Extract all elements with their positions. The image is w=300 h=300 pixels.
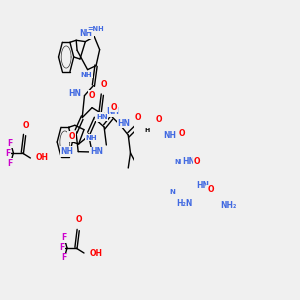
Text: HN: HN (117, 118, 130, 127)
Text: O: O (207, 185, 214, 194)
Text: NH: NH (174, 159, 186, 165)
Text: F: F (7, 158, 13, 167)
Text: HN: HN (68, 89, 81, 98)
Text: HN: HN (196, 182, 209, 190)
Text: HN: HN (182, 157, 195, 166)
Text: =NH: =NH (87, 26, 104, 32)
Text: F: F (5, 148, 11, 158)
Text: O: O (100, 80, 107, 89)
Text: NH: NH (85, 135, 97, 141)
Text: O: O (22, 121, 29, 130)
Text: O: O (68, 132, 75, 141)
Text: O: O (134, 112, 141, 122)
Text: F: F (61, 254, 66, 262)
Text: NH: NH (106, 107, 119, 116)
Text: O: O (178, 128, 185, 137)
Text: OH: OH (89, 248, 102, 257)
Text: N: N (169, 188, 175, 194)
Text: O: O (96, 112, 103, 122)
Text: HN: HN (90, 148, 103, 157)
Text: HN: HN (96, 114, 108, 120)
Text: NH₂: NH₂ (220, 200, 237, 209)
Text: F: F (59, 244, 64, 253)
Text: F: F (61, 233, 66, 242)
Text: O: O (88, 91, 95, 100)
Text: NH: NH (80, 29, 93, 38)
Text: H₂N: H₂N (177, 199, 193, 208)
Text: OH: OH (36, 154, 49, 163)
Text: O: O (194, 157, 200, 166)
Text: H: H (144, 128, 149, 133)
Text: O: O (110, 103, 117, 112)
Text: F: F (7, 139, 13, 148)
Text: NH: NH (81, 72, 92, 78)
Text: O: O (156, 116, 162, 124)
Text: O: O (76, 215, 82, 224)
Text: NH: NH (163, 131, 176, 140)
Text: NH: NH (61, 147, 74, 156)
